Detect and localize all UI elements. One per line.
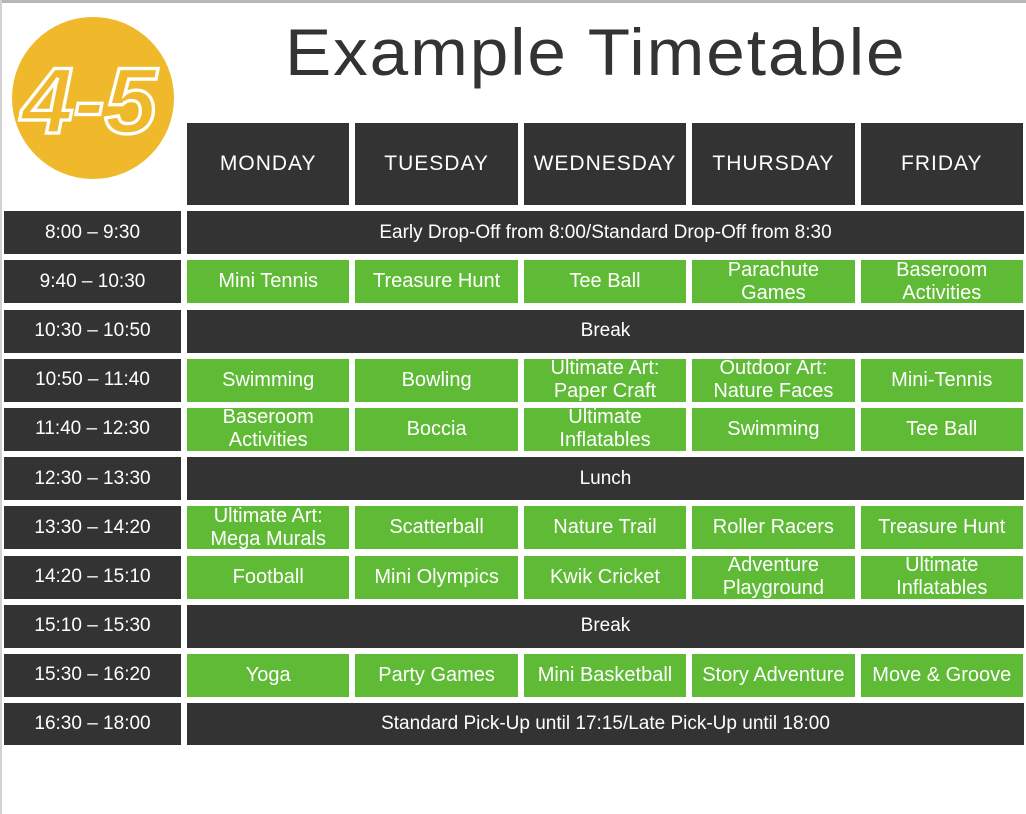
svg-text:4-5: 4-5 xyxy=(19,48,159,153)
